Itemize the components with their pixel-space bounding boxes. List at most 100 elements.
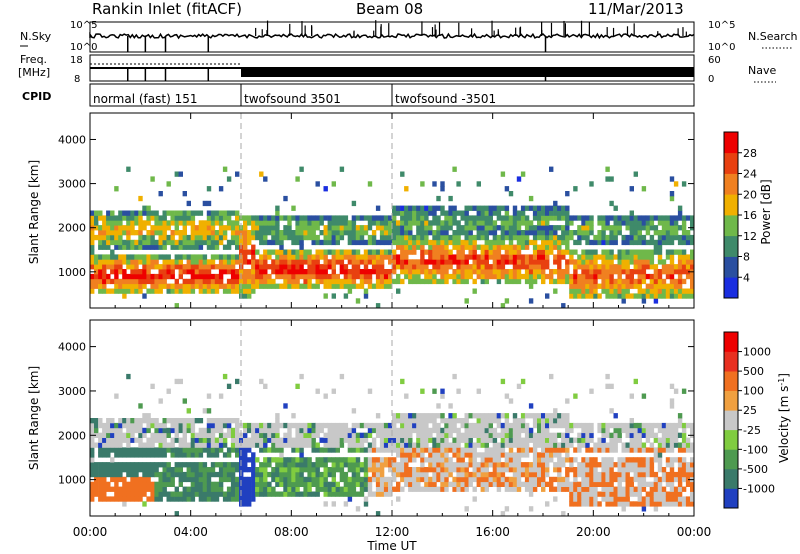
velocity-cell xyxy=(222,442,228,448)
power-cell xyxy=(504,269,510,275)
velocity-cell xyxy=(287,442,292,448)
power-cell xyxy=(669,283,675,289)
power-cell xyxy=(581,234,586,241)
power-cell xyxy=(633,220,638,226)
station-title: Rankin Inlet (fitACF) xyxy=(92,0,243,18)
velocity-cell xyxy=(625,471,630,478)
power-cell xyxy=(520,239,526,246)
velocity-cell xyxy=(496,467,502,473)
power-cell xyxy=(275,269,280,275)
power-cell xyxy=(114,225,119,231)
velocity-cell xyxy=(629,393,634,399)
velocity-cell xyxy=(468,462,473,468)
velocity-cell xyxy=(335,447,340,453)
power-cell xyxy=(545,254,550,260)
velocity-cell xyxy=(508,476,514,483)
power-cell xyxy=(122,254,127,260)
velocity-cell xyxy=(456,486,461,492)
velocity-cell xyxy=(677,442,683,448)
velocity-cell xyxy=(528,413,534,419)
power-cell xyxy=(669,191,675,197)
power-cell xyxy=(335,273,340,280)
power-cell xyxy=(537,249,542,255)
x-axis-title: Time UT xyxy=(366,539,417,553)
velocity-cell xyxy=(170,491,175,497)
velocity-cell xyxy=(452,413,457,419)
velocity-cell xyxy=(162,437,167,443)
power-cell xyxy=(649,283,655,289)
velocity-cell xyxy=(327,442,332,448)
velocity-cell xyxy=(617,471,622,478)
velocity-cell xyxy=(472,427,477,434)
power-cell xyxy=(537,210,542,216)
velocity-cell xyxy=(158,432,163,438)
velocity-cell xyxy=(392,437,397,443)
power-cell xyxy=(424,259,429,265)
x-tick-label: 12:00 xyxy=(375,525,410,539)
velocity-cell xyxy=(106,462,111,468)
power-cell xyxy=(504,215,510,221)
power-cell xyxy=(649,264,655,270)
power-cell xyxy=(569,259,574,265)
velocity-cell xyxy=(665,447,671,453)
velocity-cell xyxy=(388,427,393,434)
velocity-cell xyxy=(226,467,232,473)
power-cell xyxy=(484,278,489,285)
power-cell xyxy=(174,225,179,231)
velocity-cell xyxy=(247,427,252,434)
velocity-cell xyxy=(480,486,485,492)
velocity-cell xyxy=(355,457,361,463)
velocity-cell xyxy=(645,496,651,502)
power-cell xyxy=(649,278,655,285)
velocity-cell xyxy=(118,462,123,468)
velocity-cell xyxy=(295,481,300,487)
velocity-cell xyxy=(645,501,651,507)
power-cell xyxy=(416,225,421,231)
power-cell xyxy=(404,186,409,192)
power-cell xyxy=(146,234,151,241)
velocity-cell xyxy=(516,422,522,429)
power-cell xyxy=(202,288,208,294)
velocity-cell xyxy=(609,457,614,463)
power-cell xyxy=(351,254,357,260)
velocity-cell xyxy=(593,471,598,478)
velocity-cell xyxy=(565,432,570,438)
power-cell xyxy=(198,220,204,226)
velocity-cell xyxy=(134,447,139,453)
velocity-cell xyxy=(98,471,103,478)
velocity-cell xyxy=(432,418,437,424)
power-cell xyxy=(420,234,425,241)
velocity-cell xyxy=(621,442,626,448)
velocity-cell xyxy=(569,437,574,443)
velocity-cell xyxy=(351,447,357,453)
power-cell xyxy=(154,244,159,250)
velocity-cell xyxy=(561,442,566,448)
velocity-cell xyxy=(641,422,647,429)
power-cell xyxy=(138,288,143,294)
power-cell xyxy=(420,244,425,250)
power-cell xyxy=(496,273,502,280)
velocity-cell xyxy=(222,452,228,458)
power-cell xyxy=(315,264,320,270)
velocity-cell xyxy=(299,427,304,434)
power-cell xyxy=(464,244,469,250)
power-cell xyxy=(142,254,147,260)
velocity-cell xyxy=(363,501,369,507)
power-cell xyxy=(114,244,119,250)
velocity-cell xyxy=(400,422,405,429)
power-cell xyxy=(335,249,340,255)
velocity-cell xyxy=(520,442,526,448)
velocity-cell xyxy=(267,427,272,434)
velocity-cell xyxy=(388,481,393,487)
velocity-cell xyxy=(396,432,401,438)
velocity-cell xyxy=(404,442,409,448)
velocity-cell xyxy=(649,491,655,497)
velocity-cell xyxy=(114,442,119,448)
power-cell xyxy=(383,234,389,241)
power-cell xyxy=(339,278,345,285)
power-cell xyxy=(424,215,429,221)
power-cell xyxy=(335,239,340,246)
velocity-cell xyxy=(653,506,659,512)
velocity-cell xyxy=(585,486,590,492)
power-cell xyxy=(158,239,163,246)
